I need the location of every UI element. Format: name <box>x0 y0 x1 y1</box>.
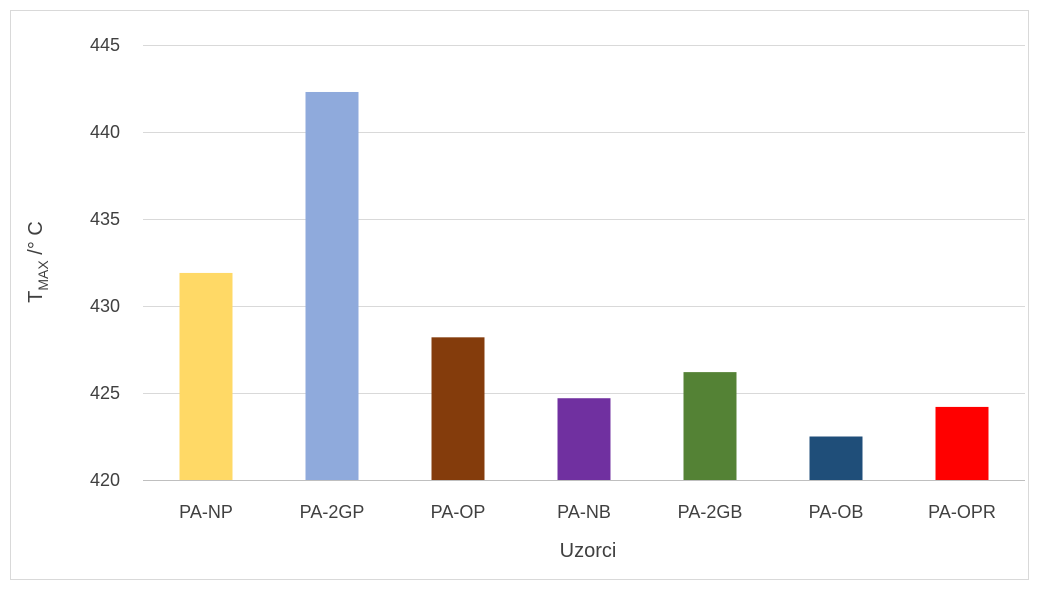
bar-pa-op <box>431 337 485 480</box>
y-axis-title-subscript: MAX <box>35 260 51 291</box>
bar-pa-ob <box>809 436 863 480</box>
y-tick-label: 430 <box>90 296 120 316</box>
y-tick-label: 435 <box>90 209 120 229</box>
x-axis-title: Uzorci <box>560 540 617 562</box>
bar-pa-nb <box>557 398 611 480</box>
y-axis-title-main: T <box>25 291 47 303</box>
bar-pa-2gp <box>305 91 359 480</box>
bars <box>179 91 989 480</box>
x-tick-label: PA-NB <box>557 502 611 522</box>
y-axis-ticks: 420 425 430 435 440 445 <box>90 35 120 490</box>
x-tick-label: PA-NP <box>179 502 233 522</box>
bar-pa-np <box>179 272 233 480</box>
x-tick-label: PA-2GB <box>678 502 743 522</box>
y-tick-label: 445 <box>90 35 120 55</box>
x-tick-label: PA-OP <box>431 502 486 522</box>
x-tick-label: PA-OB <box>809 502 864 522</box>
bar-pa-opr <box>935 406 989 480</box>
y-axis-title: TMAX /° C <box>25 221 51 303</box>
chart-area-border <box>10 10 1029 580</box>
y-axis-title-unit: /° C <box>25 221 47 260</box>
y-tick-label: 425 <box>90 383 120 403</box>
y-tick-label: 420 <box>90 470 120 490</box>
bar-pa-2gb <box>683 372 737 480</box>
x-axis-ticks: PA-NP PA-2GP PA-OP PA-NB PA-2GB PA-OB PA-OPR <box>179 502 996 522</box>
y-tick-label: 440 <box>90 122 120 142</box>
x-tick-label: PA-OPR <box>928 502 996 522</box>
gridlines <box>143 45 1025 481</box>
x-tick-label: PA-2GP <box>300 502 365 522</box>
